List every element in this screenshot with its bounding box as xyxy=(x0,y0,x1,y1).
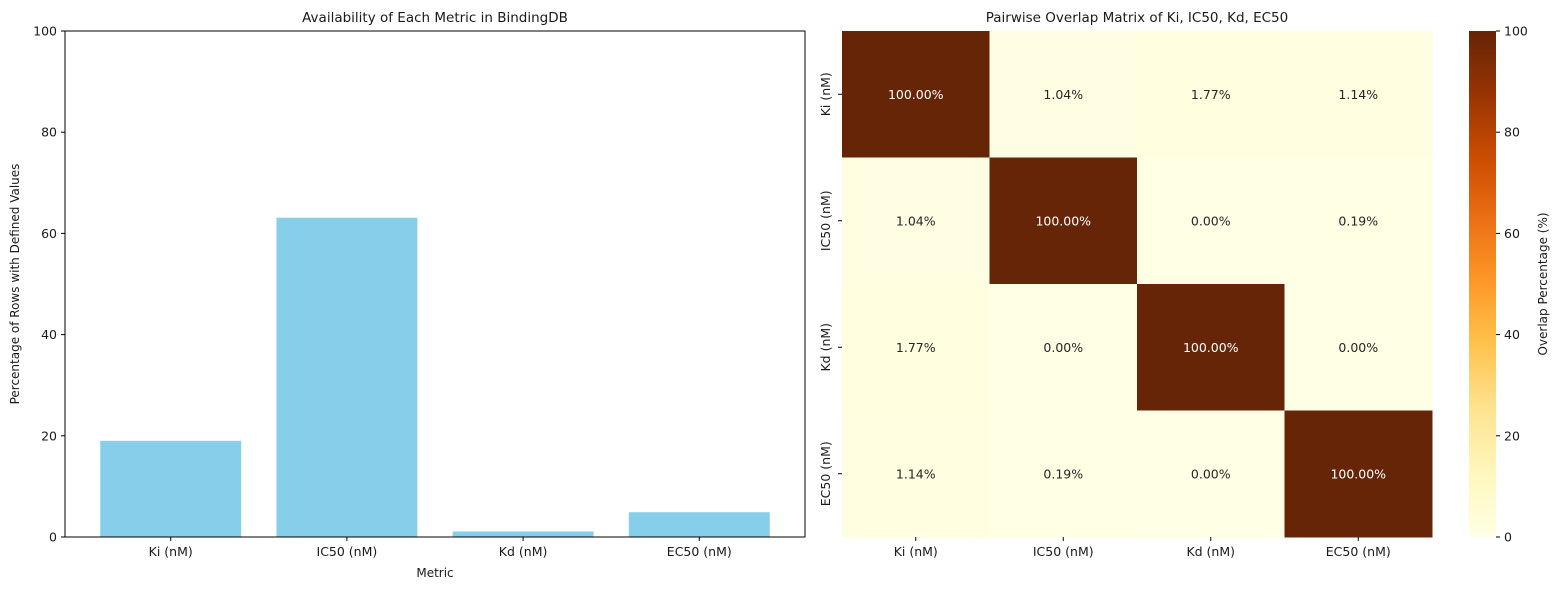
bar-chart: Availability of Each Metric in BindingDB… xyxy=(8,10,806,580)
heatmap-cell-label: 100.00% xyxy=(1035,213,1091,228)
colorbar-tick-label: 100 xyxy=(1504,24,1528,39)
heatmap-cell-label: 0.19% xyxy=(1043,466,1083,481)
heatmap-cells xyxy=(842,31,1433,538)
bar-y-tick-label: 100 xyxy=(33,24,57,39)
heatmap-cell-ec50-nm-kd-nm xyxy=(1137,410,1285,538)
heatmap-cell-ki-nm-ki-nm xyxy=(842,31,990,158)
bar-y-tick-label: 20 xyxy=(41,428,57,443)
heatmap-cell-ki-nm-ec50-nm xyxy=(1284,31,1433,158)
heatmap-cell-label: 1.77% xyxy=(1191,87,1231,102)
bar-plot-frame xyxy=(64,30,806,538)
bar-x-ticks: Ki (nM) IC50 (nM) Kd (nM) EC50 (nM) xyxy=(149,537,732,559)
heatmap-cell-label: 0.00% xyxy=(1191,466,1231,481)
heatmap-cell-labels: 100.00% 1.04% 1.77% 1.14% 1.04% 100.00% 0.00% 0… xyxy=(888,87,1386,482)
colorbar: 0 20 40 60 80 100 Overlap Percentage (%) xyxy=(1469,24,1550,545)
bar-y-tick-label: 60 xyxy=(41,226,57,241)
colorbar-tick-label: 60 xyxy=(1504,226,1520,241)
heatmap-cell-ec50-nm-ec50-nm xyxy=(1284,410,1433,538)
heatmap-cell-label: 1.14% xyxy=(896,466,936,481)
bar-y-axis-label: Percentage of Rows with Defined Values xyxy=(8,164,22,405)
colorbar-tick-label: 80 xyxy=(1504,125,1520,140)
heatmap-cell-kd-nm-kd-nm xyxy=(1137,284,1285,411)
bar-ki-nm xyxy=(100,440,242,537)
heatmap-cell-ec50-nm-ic50-nm xyxy=(989,410,1138,538)
heatmap-cell-ki-nm-kd-nm xyxy=(1137,31,1285,158)
heatmap-cell-label: 0.00% xyxy=(1191,213,1231,228)
heatmap-x-tick-label: IC50 (nM) xyxy=(1033,544,1094,559)
heatmap-y-ticks: Ki (nM) IC50 (nM) Kd (nM) EC50 (nM) xyxy=(818,72,842,506)
colorbar-tick-label: 20 xyxy=(1504,428,1520,443)
heatmap-title: Pairwise Overlap Matrix of Ki, IC50, Kd,… xyxy=(986,10,1288,26)
heatmap-x-tick-label: Kd (nM) xyxy=(1186,544,1235,559)
colorbar-tick-label: 0 xyxy=(1504,530,1512,545)
colorbar-label: Overlap Percentage (%) xyxy=(1536,212,1550,355)
heatmap: Pairwise Overlap Matrix of Ki, IC50, Kd,… xyxy=(818,10,1433,559)
heatmap-cell-label: 1.04% xyxy=(1043,87,1083,102)
bar-x-tick-label: EC50 (nM) xyxy=(667,544,732,559)
heatmap-cell-ki-nm-ic50-nm xyxy=(989,31,1138,158)
heatmap-cell-label: 0.00% xyxy=(1338,340,1378,355)
heatmap-cell-label: 1.04% xyxy=(896,213,936,228)
heatmap-cell-label: 0.19% xyxy=(1338,213,1378,228)
colorbar-gradient xyxy=(1469,31,1496,537)
bar-x-axis-label: Metric xyxy=(416,566,453,580)
bar-marks xyxy=(100,217,770,538)
heatmap-cell-ic50-nm-kd-nm xyxy=(1137,157,1285,285)
heatmap-cell-label: 1.14% xyxy=(1338,87,1378,102)
heatmap-cell-ic50-nm-ic50-nm xyxy=(989,157,1138,285)
bar-ec50-nm xyxy=(628,512,770,537)
heatmap-cell-kd-nm-ec50-nm xyxy=(1284,284,1433,411)
heatmap-cell-kd-nm-ki-nm xyxy=(842,284,990,411)
heatmap-x-ticks: Ki (nM) IC50 (nM) Kd (nM) EC50 (nM) xyxy=(894,537,1391,559)
heatmap-cell-label: 100.00% xyxy=(1330,466,1386,481)
bar-x-tick-label: IC50 (nM) xyxy=(317,544,378,559)
colorbar-ticks: 0 20 40 60 80 100 xyxy=(1496,24,1528,545)
heatmap-cell-label: 100.00% xyxy=(888,87,944,102)
bar-y-ticks: 0 20 40 60 80 100 xyxy=(33,24,65,545)
heatmap-cell-ic50-nm-ki-nm xyxy=(842,157,990,285)
bar-y-tick-label: 0 xyxy=(49,530,57,545)
heatmap-y-tick-label: Kd (nM) xyxy=(818,323,833,372)
heatmap-cell-kd-nm-ic50-nm xyxy=(989,284,1138,411)
heatmap-cell-ec50-nm-ki-nm xyxy=(842,410,990,538)
heatmap-y-tick-label: Ki (nM) xyxy=(818,72,833,116)
bar-kd-nm xyxy=(452,531,594,537)
heatmap-y-tick-label: EC50 (nM) xyxy=(818,441,833,506)
bar-x-tick-label: Ki (nM) xyxy=(149,544,193,559)
bar-ic50-nm xyxy=(276,217,418,538)
bar-y-tick-label: 80 xyxy=(41,125,57,140)
heatmap-cell-ic50-nm-ec50-nm xyxy=(1284,157,1433,285)
heatmap-cell-label: 1.77% xyxy=(896,340,936,355)
heatmap-cell-label: 0.00% xyxy=(1043,340,1083,355)
heatmap-cell-label: 100.00% xyxy=(1183,340,1239,355)
heatmap-y-tick-label: IC50 (nM) xyxy=(818,190,833,251)
bar-chart-title: Availability of Each Metric in BindingDB xyxy=(302,10,568,26)
heatmap-x-tick-label: Ki (nM) xyxy=(894,544,938,559)
colorbar-tick-label: 40 xyxy=(1504,327,1520,342)
heatmap-x-tick-label: EC50 (nM) xyxy=(1326,544,1391,559)
bar-x-tick-label: Kd (nM) xyxy=(499,544,548,559)
bar-y-tick-label: 40 xyxy=(41,327,57,342)
